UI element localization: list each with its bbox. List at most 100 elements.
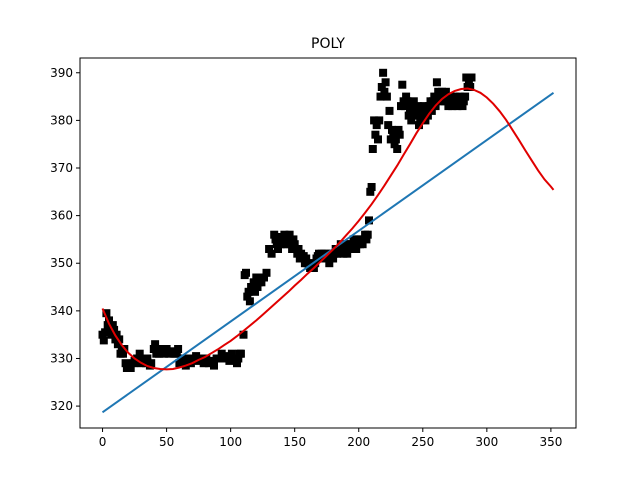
scatter-point <box>459 97 468 106</box>
scatter-point <box>390 140 399 149</box>
plot-area <box>98 68 555 414</box>
scatter-point <box>418 111 427 120</box>
scatter-point <box>374 135 382 144</box>
scatter-point <box>202 354 211 363</box>
scatter-point <box>365 216 373 225</box>
y-tick-label: 350 <box>50 256 73 270</box>
scatter-point <box>371 130 380 139</box>
scatter-point <box>113 340 122 349</box>
chart-title: POLY <box>311 36 345 52</box>
y-tick-label: 380 <box>50 113 73 127</box>
scatter-point <box>284 235 293 244</box>
scatter-point <box>285 230 294 239</box>
scatter-point <box>450 92 459 101</box>
scatter-point <box>265 245 274 253</box>
y-tick-label: 370 <box>50 161 73 175</box>
scatter-point <box>290 240 299 249</box>
x-tick-label: 150 <box>283 435 306 449</box>
scatter-point <box>411 106 420 115</box>
scatter-point <box>394 125 403 134</box>
scatter-point <box>349 235 358 244</box>
scatter-point <box>236 349 245 358</box>
scatter-point <box>416 116 425 125</box>
scatter-point <box>270 230 279 239</box>
scatter-point <box>274 245 282 253</box>
scatter-point <box>377 83 386 91</box>
scatter-point <box>391 135 400 144</box>
scatter-point <box>400 102 409 111</box>
scatter-point <box>347 245 356 253</box>
scatter-point <box>408 102 417 111</box>
scatter-point <box>417 106 426 115</box>
scatter-point <box>210 361 218 370</box>
scatter-point <box>430 92 439 101</box>
scatter-point <box>149 345 158 353</box>
scatter-point <box>251 287 259 296</box>
scatter-point <box>406 106 414 115</box>
poly-fit-line <box>101 87 555 371</box>
scatter-point <box>311 259 320 268</box>
scatter-point <box>115 335 124 344</box>
y-tick-label: 340 <box>50 304 73 318</box>
scatter-point <box>402 92 411 101</box>
scatter-point <box>467 73 476 82</box>
scatter-point <box>370 116 379 125</box>
scatter-point <box>172 349 181 358</box>
linear-fit-line <box>101 91 555 414</box>
scatter-point <box>252 273 261 282</box>
scatter-point <box>126 364 135 372</box>
scatter-point <box>441 87 450 96</box>
scatter-point <box>234 354 243 363</box>
scatter-point <box>192 352 201 361</box>
scatter-point <box>413 102 422 111</box>
scatter-point <box>260 273 268 282</box>
scatter-point <box>381 78 390 87</box>
scatter-point <box>157 345 166 353</box>
scatter-point <box>119 349 127 358</box>
scatter-point <box>233 359 241 368</box>
scatter-point <box>395 130 404 139</box>
scatter-point <box>389 130 398 139</box>
scatter-point <box>105 316 113 325</box>
scatter-point <box>243 292 252 301</box>
scatter-point <box>363 230 372 239</box>
scatter-point <box>207 356 216 365</box>
x-tick-label: 100 <box>219 435 242 449</box>
x-tick-label: 50 <box>159 435 174 449</box>
scatter-point <box>388 125 396 134</box>
scatter-point <box>440 97 449 106</box>
scatter-point <box>455 92 464 101</box>
scatter-point <box>404 111 413 120</box>
scatter-point <box>368 145 377 153</box>
scatter-point <box>112 330 121 339</box>
scatter-point <box>151 340 160 349</box>
scatter-point <box>366 187 375 196</box>
scatter-point <box>101 328 110 337</box>
scatter-point <box>372 121 381 130</box>
scatter-point <box>422 106 431 115</box>
scatter-point <box>415 121 423 130</box>
scatter-point <box>257 278 266 287</box>
scatter-point <box>325 259 334 268</box>
scatter-point <box>458 102 467 111</box>
scatter-point <box>294 245 303 253</box>
scatter-point <box>376 92 385 101</box>
scatter-point <box>379 68 388 77</box>
scatter-series <box>98 68 476 372</box>
scatter-point <box>249 278 258 287</box>
scatter-point <box>108 321 117 330</box>
scatter-point <box>352 245 361 253</box>
scatter-point <box>393 145 402 153</box>
scatter-point <box>245 297 254 306</box>
scatter-point <box>135 349 144 358</box>
x-tick-label: 250 <box>411 435 434 449</box>
scatter-point <box>162 345 171 353</box>
scatter-point <box>453 102 462 111</box>
axes-frame <box>79 57 577 429</box>
scatter-point <box>407 116 416 125</box>
x-tick-label: 300 <box>475 435 498 449</box>
scatter-point <box>133 354 142 363</box>
scatter-point <box>367 183 376 191</box>
scatter-point <box>154 349 163 358</box>
